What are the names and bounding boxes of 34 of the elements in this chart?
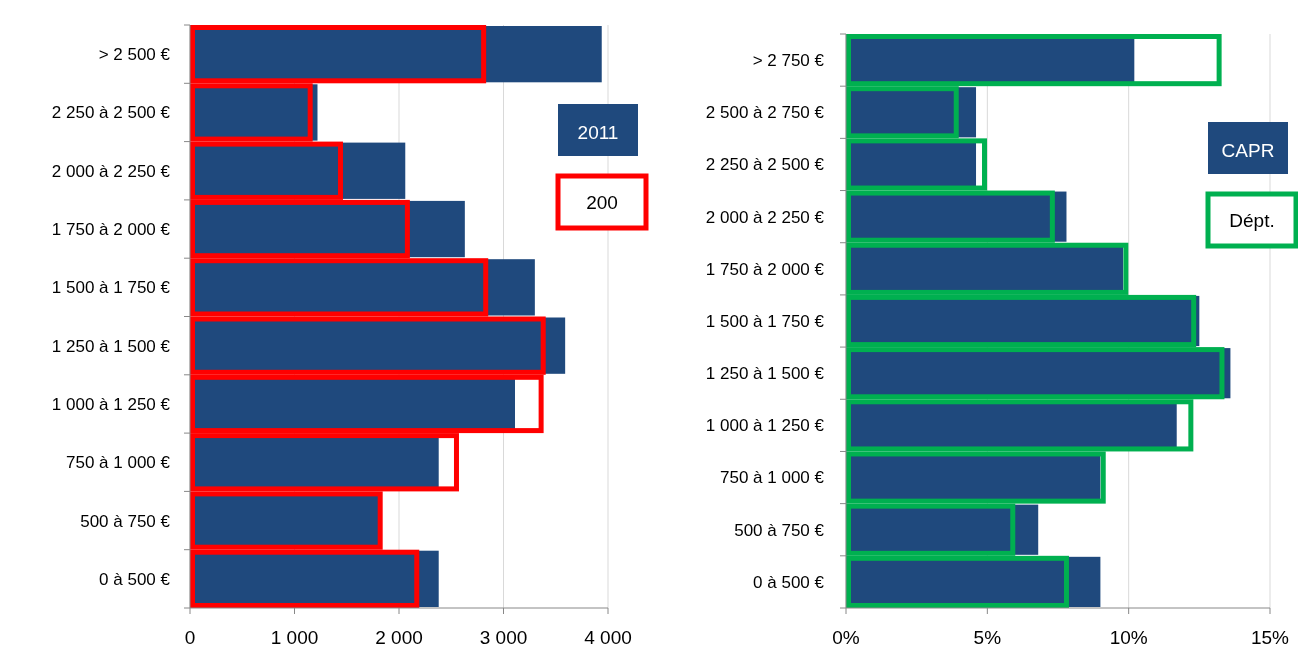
text: Dépt. (1229, 209, 1275, 231)
text: 200 (586, 191, 618, 213)
y-tick-label: 750 à 1 000 € (720, 468, 825, 488)
y-tick-label: 2 000 à 2 250 € (705, 207, 825, 227)
y-tick-label: 2 250 à 2 500 € (51, 103, 171, 123)
y-tick-label: 2 000 à 2 250 € (51, 161, 171, 181)
y-tick-label: 1 500 à 1 750 € (51, 278, 171, 298)
text: 2011 (577, 121, 619, 143)
y-tick-label: 1 750 à 2 000 € (705, 259, 825, 279)
y-tick-label: 1 500 à 1 750 € (705, 311, 825, 331)
x-tick-label: 4 000 (584, 627, 632, 648)
y-tick-label: 0 à 500 € (753, 572, 825, 592)
y-tick-label: 750 à 1 000 € (66, 453, 171, 473)
x-tick-label: 10% (1109, 627, 1148, 648)
x-tick-label: 2 000 (375, 627, 423, 648)
x-tick-label: 3 000 (479, 627, 528, 648)
y-tick-label: 2 500 à 2 750 € (705, 103, 825, 123)
y-tick-label: > 2 750 € (752, 51, 825, 71)
y-tick-label: 2 250 à 2 500 € (705, 155, 825, 175)
x-tick-label: 0% (832, 627, 860, 648)
x-tick-label: 15% (1250, 627, 1290, 648)
y-tick-label: 500 à 750 € (80, 511, 171, 531)
y-tick-label: 1 000 à 1 250 € (51, 394, 171, 414)
y-tick-label: 500 à 750 € (734, 520, 825, 540)
x-tick-label: 5% (973, 627, 1002, 648)
x-tick-label: 1 000 (270, 627, 319, 648)
x-tick-label: 0 (184, 627, 196, 648)
y-tick-label: 1 000 à 1 250 € (705, 416, 825, 436)
text: CAPR (1221, 139, 1275, 161)
y-tick-label: 1 250 à 1 500 € (705, 364, 825, 384)
y-tick-label: 0 à 500 € (99, 569, 171, 589)
y-tick-label: 1 250 à 1 500 € (51, 336, 171, 356)
y-tick-label: 1 750 à 2 000 € (51, 220, 171, 239)
y-tick-label: > 2 500 € (98, 45, 171, 65)
